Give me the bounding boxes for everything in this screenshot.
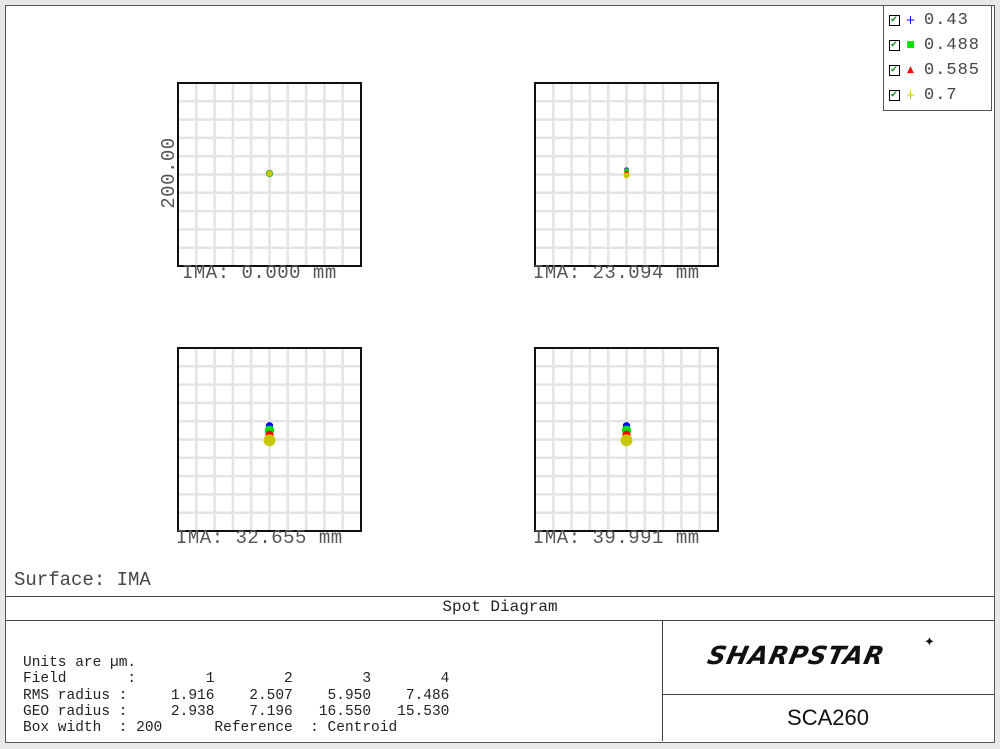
surface-label: Surface: IMA xyxy=(14,569,151,591)
spot-box xyxy=(534,82,719,267)
plus-icon: + xyxy=(905,88,917,102)
checkbox-icon[interactable]: ✔ xyxy=(889,89,900,101)
stats-geo-row: GEO radius : 2.938 7.196 16.550 15.530 xyxy=(23,703,450,720)
spot-box xyxy=(177,82,362,267)
checkbox-icon[interactable]: ✔ xyxy=(889,39,900,51)
triangle-icon: ▲ xyxy=(907,65,915,75)
panel-title: Spot Diagram xyxy=(442,598,558,616)
legend-label: 0.7 xyxy=(924,85,958,105)
legend-item[interactable]: ✔ ■ 0.488 xyxy=(889,35,980,55)
plus-icon: + xyxy=(905,13,917,27)
spot-0-7 xyxy=(266,170,273,177)
field-label: IMA: 32.655 mm xyxy=(176,527,343,549)
star-icon: ✦ xyxy=(924,635,935,650)
divider xyxy=(6,620,994,621)
field-label: IMA: 0.000 mm xyxy=(182,262,337,284)
legend-item[interactable]: ✔ + 0.7 xyxy=(889,85,958,105)
spot-0-7 xyxy=(620,434,633,447)
stats-units: Units are µm. xyxy=(23,655,137,671)
model-name: SCA260 xyxy=(787,705,869,730)
spot-0-7 xyxy=(263,434,276,447)
legend-label: 0.488 xyxy=(924,35,981,55)
divider xyxy=(6,596,994,597)
legend-label: 0.43 xyxy=(924,10,969,30)
checkbox-icon[interactable]: ✔ xyxy=(889,14,900,26)
spot-box xyxy=(177,347,362,532)
legend-item[interactable]: ✔ + 0.43 xyxy=(889,10,969,30)
stats-rms-row: RMS radius : 1.916 2.507 5.950 7.486 xyxy=(23,687,450,704)
spot-diagram-chart xyxy=(177,82,719,532)
square-icon: ■ xyxy=(906,40,916,50)
legend-item[interactable]: ✔ ▲ 0.585 xyxy=(889,60,980,80)
spot-box xyxy=(534,347,719,532)
stats-table: Units are µm. Field : 1 2 3 4 RMS radius :… xyxy=(23,655,449,736)
legend-label: 0.585 xyxy=(924,60,981,80)
field-label: IMA: 23.094 mm xyxy=(533,262,700,284)
checkbox-icon[interactable]: ✔ xyxy=(889,64,900,76)
y-axis-label: 200.00 xyxy=(158,137,180,209)
divider xyxy=(662,620,663,741)
field-label: IMA: 39.991 mm xyxy=(533,527,700,549)
wavelength-legend: ✔ + 0.43 ✔ ■ 0.488 ✔ ▲ 0.585 ✔ + 0.7 xyxy=(883,5,992,111)
sharpstar-logo: SHARPSTAR xyxy=(704,641,888,670)
divider xyxy=(662,694,994,695)
stats-field-row: Field : 1 2 3 4 xyxy=(23,671,450,688)
spot-0-7 xyxy=(623,172,630,179)
stats-box-row: Box width : 200 Reference : Centroid xyxy=(23,720,398,737)
